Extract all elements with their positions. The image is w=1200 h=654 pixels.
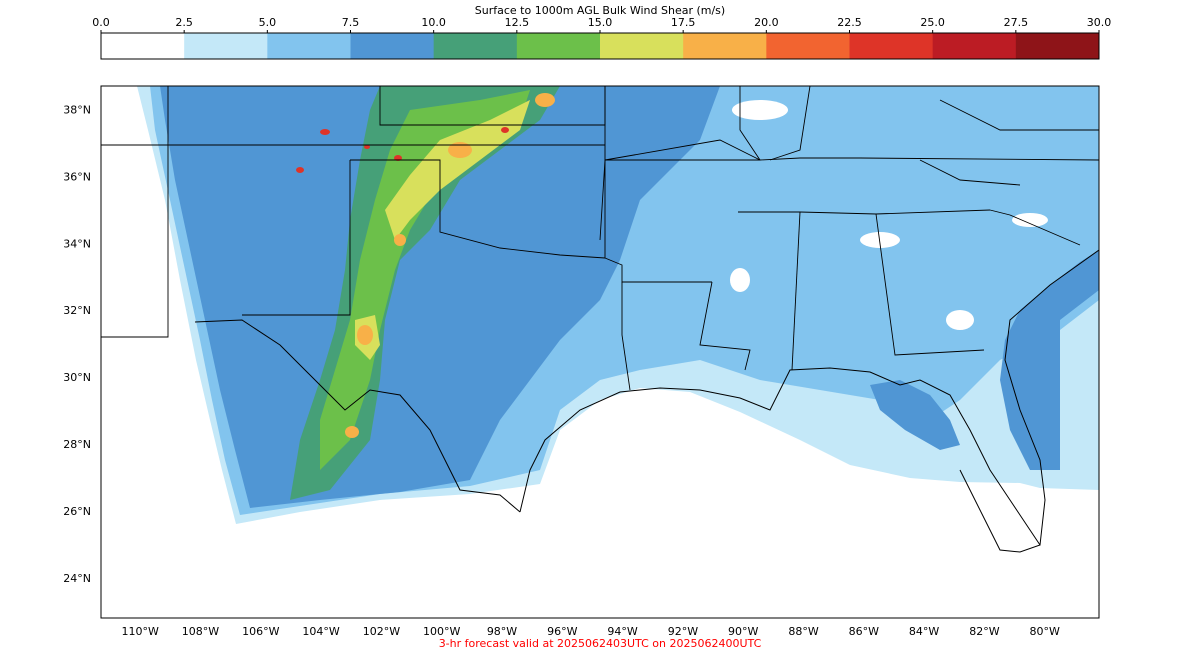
colorbar-swatch <box>683 33 767 59</box>
shear-field-east-blue <box>1000 250 1099 470</box>
colorbar-tick-label: 5.0 <box>259 16 277 29</box>
longitude-label: 102°W <box>363 625 400 638</box>
colorbar-title: Surface to 1000m AGL Bulk Wind Shear (m/… <box>475 4 725 17</box>
colorbar-frame <box>100 32 1100 60</box>
forecast-valid-caption: 3-hr forecast valid at 2025062403UTC on … <box>439 637 762 650</box>
latitude-label: 38°N <box>63 103 91 116</box>
longitude-labels: 110°W 108°W 106°W 104°W 102°W 100°W 98°W 96°W 94… <box>122 625 1061 638</box>
shear-field-7-10 <box>160 86 720 508</box>
shear-field-calm-pockets <box>620 100 1048 444</box>
longitude-label: 98°W <box>487 625 517 638</box>
state-boundaries <box>101 86 1099 391</box>
colorbar-tick-label: 2.5 <box>175 16 193 29</box>
coastlines <box>194 249 1099 553</box>
colorbar-swatch <box>932 33 1017 59</box>
colorbar-tick-label: 22.5 <box>837 16 862 29</box>
colorbar-tick-label: 30.0 <box>1087 16 1112 29</box>
colorbar: Surface to 1000m AGL Bulk Wind Shear (m/… <box>92 4 1111 60</box>
latitude-labels: 38°N 36°N 34°N 32°N 30°N 28°N 26°N 24°N <box>63 103 91 584</box>
longitude-label: 94°W <box>607 625 637 638</box>
colorbar-swatch <box>849 33 934 59</box>
shear-field-gulf-blue <box>870 380 960 450</box>
colorbar-tick-label: 25.0 <box>920 16 945 29</box>
latitude-label: 34°N <box>63 237 91 250</box>
colorbar-swatch <box>433 33 518 59</box>
longitude-label: 104°W <box>302 625 339 638</box>
latitude-label: 36°N <box>63 170 91 183</box>
shear-field-15-17 <box>385 100 530 240</box>
longitude-label: 86°W <box>849 625 879 638</box>
colorbar-tick-label: 27.5 <box>1004 16 1029 29</box>
longitude-label: 80°W <box>1030 625 1060 638</box>
colorbar-swatch <box>516 33 601 59</box>
longitude-label: 88°W <box>788 625 818 638</box>
latitude-label: 26°N <box>63 505 91 518</box>
map-frame <box>100 85 1100 619</box>
colorbar-swatch <box>267 33 351 59</box>
colorbar-swatch <box>184 33 268 59</box>
colorbar-swatch <box>766 33 850 59</box>
colorbar-tick-labels: 0.0 2.5 5.0 7.5 10.0 12.5 15.0 17.5 20.0 22.5 25.0… <box>92 16 1111 33</box>
longitude-label: 96°W <box>547 625 577 638</box>
map-panel: 110°W 108°W 106°W 104°W 102°W 100°W 98°W 96°W 94… <box>63 85 1100 638</box>
colorbar-tick-label: 10.0 <box>421 16 446 29</box>
shear-field-17-20-spots <box>345 93 555 438</box>
longitude-label: 100°W <box>423 625 460 638</box>
colorbar-swatch <box>101 33 185 59</box>
colorbar-tick-label: 12.5 <box>505 16 530 29</box>
longitude-label: 106°W <box>242 625 279 638</box>
longitude-label: 108°W <box>182 625 219 638</box>
longitude-label: 84°W <box>909 625 939 638</box>
colorbar-swatch <box>600 33 684 59</box>
longitude-label: 90°W <box>728 625 758 638</box>
latitude-label: 30°N <box>63 371 91 384</box>
colorbar-tick-label: 20.0 <box>754 16 779 29</box>
latitude-label: 32°N <box>63 304 91 317</box>
longitude-label: 110°W <box>122 625 159 638</box>
colorbar-tick-label: 7.5 <box>342 16 360 29</box>
colorbar-swatch <box>350 33 435 59</box>
longitude-label: 92°W <box>668 625 698 638</box>
colorbar-swatch <box>1015 33 1100 59</box>
latitude-label: 28°N <box>63 438 91 451</box>
shear-field-20-plus-spots <box>296 127 509 173</box>
colorbar-tick-label: 15.0 <box>588 16 613 29</box>
colorbar-tick-label: 0.0 <box>92 16 110 29</box>
longitude-label: 82°W <box>969 625 999 638</box>
colorbar-swatches <box>101 33 1100 59</box>
latitude-label: 24°N <box>63 572 91 585</box>
colorbar-tick-label: 17.5 <box>671 16 696 29</box>
